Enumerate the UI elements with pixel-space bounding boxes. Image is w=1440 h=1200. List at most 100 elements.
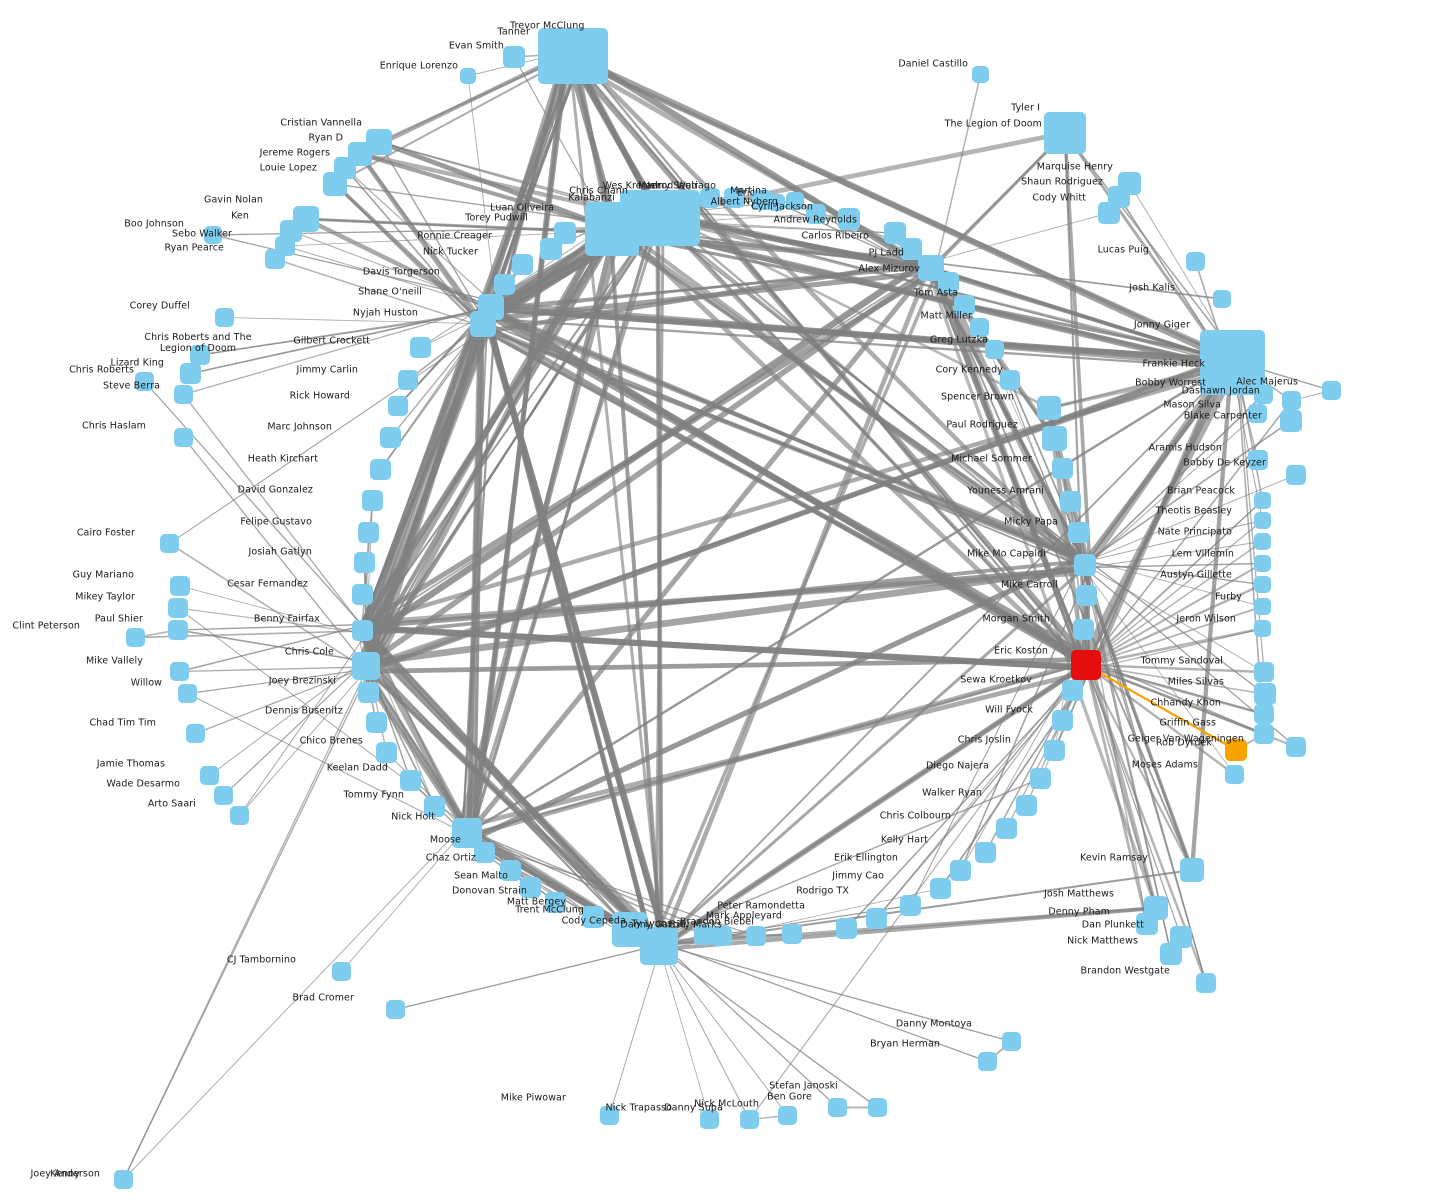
graph-node[interactable] [1071, 650, 1101, 680]
graph-node[interactable] [806, 204, 826, 224]
graph-node[interactable] [866, 908, 887, 929]
graph-node[interactable] [1180, 858, 1204, 882]
graph-node[interactable] [1200, 330, 1265, 395]
graph-node[interactable] [376, 742, 397, 763]
graph-node[interactable] [168, 598, 188, 618]
graph-node[interactable] [694, 925, 714, 945]
graph-node[interactable] [828, 1098, 847, 1117]
graph-node[interactable] [786, 192, 804, 210]
graph-node[interactable] [400, 770, 421, 791]
graph-node[interactable] [975, 842, 996, 863]
graph-node[interactable] [1254, 704, 1274, 724]
graph-node[interactable] [474, 842, 495, 863]
graph-node[interactable] [230, 806, 249, 825]
graph-node[interactable] [1254, 385, 1273, 404]
graph-node[interactable] [180, 363, 201, 384]
graph-node[interactable] [1282, 391, 1301, 410]
graph-node[interactable] [900, 238, 922, 260]
graph-node[interactable] [386, 1000, 405, 1019]
graph-node[interactable] [1322, 381, 1341, 400]
graph-node[interactable] [1060, 491, 1081, 512]
graph-node[interactable] [930, 878, 951, 899]
graph-node[interactable] [398, 370, 418, 390]
graph-node[interactable] [1002, 1032, 1021, 1051]
graph-node[interactable] [204, 226, 222, 244]
graph-node[interactable] [1280, 410, 1302, 432]
graph-node[interactable] [712, 926, 732, 946]
graph-node[interactable] [1098, 202, 1120, 224]
graph-node[interactable] [600, 1106, 619, 1125]
graph-node[interactable] [494, 274, 515, 295]
graph-node[interactable] [170, 662, 189, 681]
graph-node[interactable] [978, 1052, 997, 1071]
graph-node[interactable] [1042, 426, 1067, 451]
graph-node[interactable] [1068, 522, 1089, 543]
graph-node[interactable] [1254, 512, 1271, 529]
graph-node[interactable] [996, 818, 1017, 839]
graph-node[interactable] [200, 766, 219, 785]
graph-node[interactable] [470, 311, 496, 337]
graph-node[interactable] [868, 1098, 887, 1117]
graph-node[interactable] [836, 918, 857, 939]
graph-node[interactable] [323, 172, 347, 196]
graph-node[interactable] [1254, 662, 1274, 682]
graph-node[interactable] [1254, 555, 1271, 572]
graph-node[interactable] [1170, 926, 1192, 948]
graph-node[interactable] [503, 46, 525, 68]
graph-node[interactable] [1254, 683, 1276, 705]
graph-node[interactable] [1254, 724, 1274, 744]
graph-node[interactable] [1044, 112, 1086, 154]
graph-node[interactable] [1225, 765, 1244, 784]
graph-node[interactable] [214, 786, 233, 805]
graph-node[interactable] [160, 534, 179, 553]
graph-node[interactable] [1016, 795, 1037, 816]
graph-node[interactable] [1286, 737, 1306, 757]
graph-node[interactable] [1136, 913, 1158, 935]
graph-node[interactable] [1044, 740, 1065, 761]
graph-node[interactable] [985, 340, 1004, 359]
graph-node[interactable] [424, 796, 445, 817]
graph-node[interactable] [1254, 598, 1271, 615]
graph-node[interactable] [838, 208, 860, 230]
graph-node[interactable] [1073, 619, 1094, 640]
graph-node[interactable] [1052, 458, 1073, 479]
graph-node[interactable] [724, 188, 744, 208]
graph-node[interactable] [700, 188, 720, 208]
graph-node[interactable] [1248, 404, 1267, 423]
graph-node[interactable] [168, 620, 188, 640]
graph-node[interactable] [1076, 585, 1097, 606]
graph-node[interactable] [352, 652, 380, 680]
graph-node[interactable] [215, 308, 234, 327]
graph-node[interactable] [410, 337, 431, 358]
graph-node[interactable] [538, 28, 608, 84]
graph-node[interactable] [186, 724, 205, 743]
graph-node[interactable] [954, 295, 975, 316]
graph-node[interactable] [358, 522, 379, 543]
graph-node[interactable] [1000, 370, 1020, 390]
graph-node[interactable] [545, 892, 566, 913]
graph-node[interactable] [740, 1110, 759, 1129]
graph-node[interactable] [1196, 973, 1216, 993]
graph-node[interactable] [950, 860, 971, 881]
graph-node[interactable] [540, 238, 562, 260]
graph-node[interactable] [582, 906, 604, 928]
graph-node[interactable] [126, 628, 145, 647]
graph-node[interactable] [1030, 768, 1051, 789]
graph-node[interactable] [768, 194, 785, 211]
graph-node[interactable] [520, 877, 541, 898]
graph-node[interactable] [178, 684, 197, 703]
graph-node[interactable] [778, 1106, 797, 1125]
graph-node[interactable] [135, 372, 154, 391]
graph-node[interactable] [752, 190, 772, 210]
graph-node[interactable] [1037, 396, 1061, 420]
graph-node[interactable] [358, 682, 379, 703]
graph-node[interactable] [1062, 680, 1083, 701]
graph-node[interactable] [1254, 620, 1271, 637]
graph-node[interactable] [1074, 554, 1096, 576]
graph-node[interactable] [1213, 290, 1231, 308]
graph-node[interactable] [640, 927, 678, 965]
graph-node[interactable] [352, 584, 373, 605]
graph-node[interactable] [354, 552, 375, 573]
graph-node[interactable] [1225, 739, 1247, 761]
